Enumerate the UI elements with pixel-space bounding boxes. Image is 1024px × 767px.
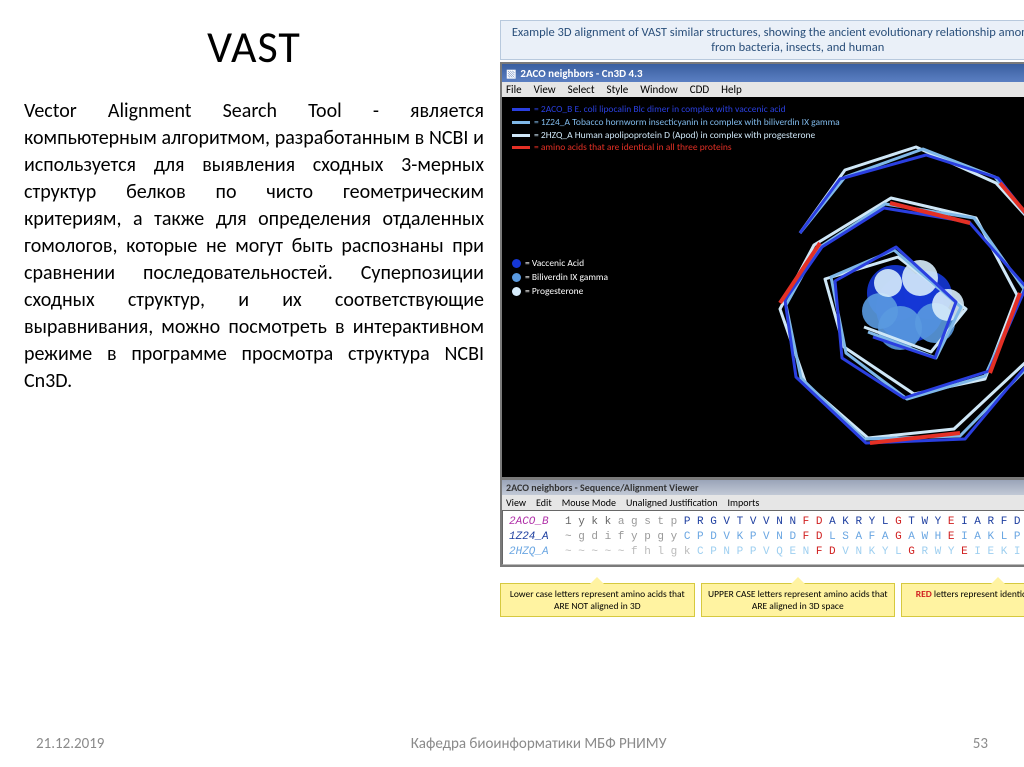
seq-token: A R F D H R bbox=[974, 516, 1024, 528]
legend-label: = 2ACO_B E. coli lipocalin Blc dimer in … bbox=[534, 103, 786, 116]
seqviewer-title: 2ACO neighbors - Sequence/Alignment View… bbox=[502, 480, 1024, 495]
seq-token: F D bbox=[803, 531, 829, 543]
alignment-body: 2ACO_B1 y k k a g s t p P R G V T V V N … bbox=[502, 510, 1024, 565]
seqmenu-unaligned-justification[interactable]: Unaligned Justification bbox=[626, 496, 718, 509]
legend-swatch bbox=[512, 134, 530, 137]
menu-window[interactable]: Window bbox=[640, 83, 678, 96]
seqmenu-view[interactable]: View bbox=[506, 496, 526, 509]
doc-icon: ▧ bbox=[506, 67, 516, 80]
example-caption: Example 3D alignment of VAST similar str… bbox=[500, 20, 1024, 60]
seqmenu-edit[interactable]: Edit bbox=[536, 496, 552, 509]
seq-token: F D bbox=[816, 546, 842, 558]
legend-swatch bbox=[512, 108, 530, 111]
cn3d-window: ▧ 2ACO neighbors - Cn3D 4.3 _ □ × File Vi… bbox=[500, 62, 1024, 479]
menu-file[interactable]: File bbox=[506, 83, 522, 96]
menu-help[interactable]: Help bbox=[721, 83, 742, 96]
seq-token: A K L P L E bbox=[974, 531, 1024, 543]
legend-label: = Biliverdin IX gamma bbox=[525, 271, 608, 283]
legend-label: = Vaccenic Acid bbox=[525, 257, 584, 269]
seq-id: 2ACO_B bbox=[509, 515, 565, 530]
callouts: Lower case letters represent amino acids… bbox=[500, 583, 1024, 617]
seqmenu-mouse-mode[interactable]: Mouse Mode bbox=[562, 496, 616, 509]
seqmenu-imports[interactable]: Imports bbox=[728, 496, 760, 509]
seq-token: V N K Y L bbox=[842, 546, 908, 558]
seq-token: P R G V T V V N N bbox=[684, 516, 803, 528]
seq-token: I bbox=[961, 531, 974, 543]
window-title: 2ACO neighbors - Cn3D 4.3 bbox=[520, 67, 642, 80]
seqviewer-menubar: View Edit Mouse Mode Unaligned Justificatio… bbox=[502, 495, 1024, 510]
legend-dot bbox=[512, 273, 521, 282]
menubar: File View Select Style Window CDD Help bbox=[502, 82, 1024, 97]
seq-token: T W Y bbox=[908, 516, 948, 528]
legend-dot bbox=[512, 287, 521, 296]
sequence-viewer: 2ACO neighbors - Sequence/Alignment View… bbox=[500, 479, 1024, 567]
footer-page: 53 bbox=[973, 735, 988, 753]
legend-swatch bbox=[512, 146, 530, 149]
footer-date: 21.12.2019 bbox=[36, 735, 104, 753]
seq-token: A W H bbox=[908, 531, 948, 543]
body-text: Vector Alignment Search Tool - является … bbox=[24, 98, 484, 395]
seq-token: G bbox=[895, 516, 908, 528]
seq-token: E bbox=[948, 531, 961, 543]
legend-dot bbox=[512, 259, 521, 268]
seq-token: C P N P P V Q E N bbox=[697, 546, 816, 558]
legend-swatch bbox=[512, 121, 530, 124]
seq-token: G bbox=[895, 531, 908, 543]
menu-select[interactable]: Select bbox=[568, 83, 595, 96]
seq-token: ~ ~ ~ ~ ~ f h l g k bbox=[565, 546, 697, 558]
protein-ribbon bbox=[760, 133, 1024, 463]
seq-token: a g s t p bbox=[618, 516, 684, 528]
seq-token: R W Y bbox=[921, 546, 961, 558]
seq-id: 2HZQ_A bbox=[509, 545, 565, 560]
seq-token: ~ g d i f y p g y bbox=[565, 531, 684, 543]
seq-token: E bbox=[948, 516, 961, 528]
seq-token: E K I P T T bbox=[988, 546, 1024, 558]
menu-cdd[interactable]: CDD bbox=[690, 83, 709, 96]
legend-label: = amino acids that are identical in all … bbox=[534, 141, 732, 154]
seq-token: 1 y k k bbox=[565, 516, 618, 528]
seq-token: L S A F A bbox=[829, 531, 895, 543]
window-titlebar[interactable]: ▧ 2ACO neighbors - Cn3D 4.3 _ □ × bbox=[502, 64, 1024, 82]
legend-label: = 1Z24_A Tobacco hornworm insecticyanin … bbox=[534, 116, 840, 129]
seq-id: 1Z24_A bbox=[509, 530, 565, 545]
seq-token: C P D V K P V N D bbox=[684, 531, 803, 543]
legend-left: = Vaccenic Acid = Biliverdin IX gamma = Pr… bbox=[512, 257, 608, 299]
seq-token: F D bbox=[803, 516, 829, 528]
seq-token: A K R Y L bbox=[829, 516, 895, 528]
menu-view[interactable]: View bbox=[534, 83, 556, 96]
callout-1: UPPER CASE letters represent amino acids… bbox=[701, 583, 896, 617]
legend-label: = Progesterone bbox=[525, 285, 583, 297]
seq-token: G bbox=[908, 546, 921, 558]
footer-center: Кафедра биоинформатики МБФ РНИМУ bbox=[411, 735, 667, 753]
slide-footer: 21.12.2019 Кафедра биоинформатики МБФ РН… bbox=[0, 735, 1024, 753]
callout-0: Lower case letters represent amino acids… bbox=[500, 583, 695, 617]
slide-title: VAST bbox=[24, 20, 484, 74]
seq-token: I bbox=[961, 516, 974, 528]
menu-style[interactable]: Style bbox=[607, 83, 629, 96]
callout-2: RED letters represent identical amino ac… bbox=[901, 583, 1024, 617]
seq-token: I bbox=[974, 546, 987, 558]
3d-viewport[interactable]: = 2ACO_B E. coli lipocalin Blc dimer in … bbox=[502, 97, 1024, 477]
seq-token: E bbox=[961, 546, 974, 558]
